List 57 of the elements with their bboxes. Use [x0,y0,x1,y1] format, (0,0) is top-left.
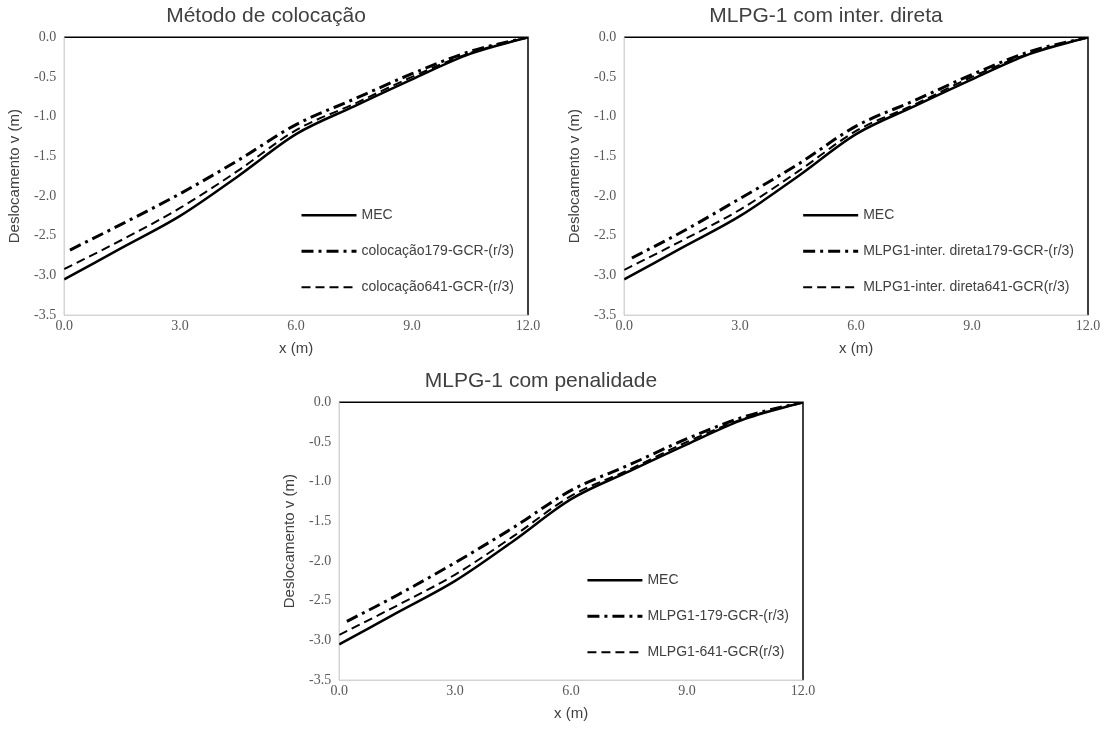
legend-label: MEC [647,571,679,588]
legend-label: colocação179-GCR-(r/3) [361,242,514,259]
y-tick-label: -3.0 [593,267,617,283]
legend-label: MLPG1-641-GCR(r/3) [647,643,785,660]
y-tick-label: -1.0 [308,473,332,489]
y-tick-label: 0.0 [598,28,617,44]
y-tick-label: -2.5 [33,227,57,243]
y-tick-label: -3.0 [308,632,332,648]
x-tick-label: 12.0 [790,683,816,699]
y-tick-label: -2.0 [33,187,57,203]
y-tick-label: -2.0 [593,187,617,203]
y-tick-label: -1.0 [33,108,57,124]
legend-label: MEC [361,206,393,223]
chart-title: MLPG-1 com inter. direta [709,3,944,27]
y-tick-label: -1.0 [593,108,617,124]
x-tick-label: 9.0 [403,318,421,334]
chart-title: Método de colocação [166,3,366,27]
x-tick-label: 6.0 [562,683,580,699]
legend-label: MLPG1-inter. direta179-GCR-(r/3) [863,242,1074,259]
x-tick-label: 9.0 [963,318,981,334]
x-tick-label: 9.0 [678,683,696,699]
x-tick-label: 3.0 [446,683,464,699]
x-axis-title: x (m) [279,339,314,357]
y-tick-label: -0.5 [593,68,617,84]
x-tick-label: 12.0 [1075,318,1101,334]
y-tick-label: -2.5 [593,227,617,243]
legend-label: MEC [863,206,895,223]
y-tick-label: 0.0 [38,28,57,44]
y-tick-label: -3.0 [33,267,57,283]
y-tick-label: -2.5 [308,592,332,608]
x-tick-label: 3.0 [731,318,749,334]
y-tick-label: -0.5 [33,68,57,84]
legend-label: colocação641-GCR-(r/3) [361,278,514,295]
y-tick-label: -3.5 [593,306,617,322]
y-tick-label: -1.5 [593,148,617,164]
x-tick-label: 0.0 [55,318,73,334]
y-tick-label: -1.5 [33,148,57,164]
x-tick-label: 0.0 [330,683,348,699]
y-tick-label: -1.5 [308,513,332,529]
x-axis-title: x (m) [554,704,589,722]
legend-label: MLPG1-179-GCR-(r/3) [647,607,790,624]
y-tick-label: -0.5 [308,433,332,449]
x-axis-title: x (m) [839,339,874,357]
y-tick-label: -2.0 [308,552,332,568]
chart-title: MLPG-1 com penalidade [424,368,658,392]
legend-label: MLPG1-inter. direta641-GCR(r/3) [863,278,1070,295]
y-axis-title: Deslocamento v (m) [565,109,583,244]
y-axis-title: Deslocamento v (m) [280,474,298,609]
y-tick-label: -3.5 [33,306,57,322]
x-tick-label: 12.0 [515,318,541,334]
y-axis-title: Deslocamento v (m) [5,109,23,244]
x-tick-label: 3.0 [171,318,189,334]
y-tick-label: 0.0 [313,393,332,409]
x-tick-label: 0.0 [615,318,633,334]
y-tick-label: -3.5 [308,671,332,687]
x-tick-label: 6.0 [847,318,865,334]
x-tick-label: 6.0 [287,318,305,334]
